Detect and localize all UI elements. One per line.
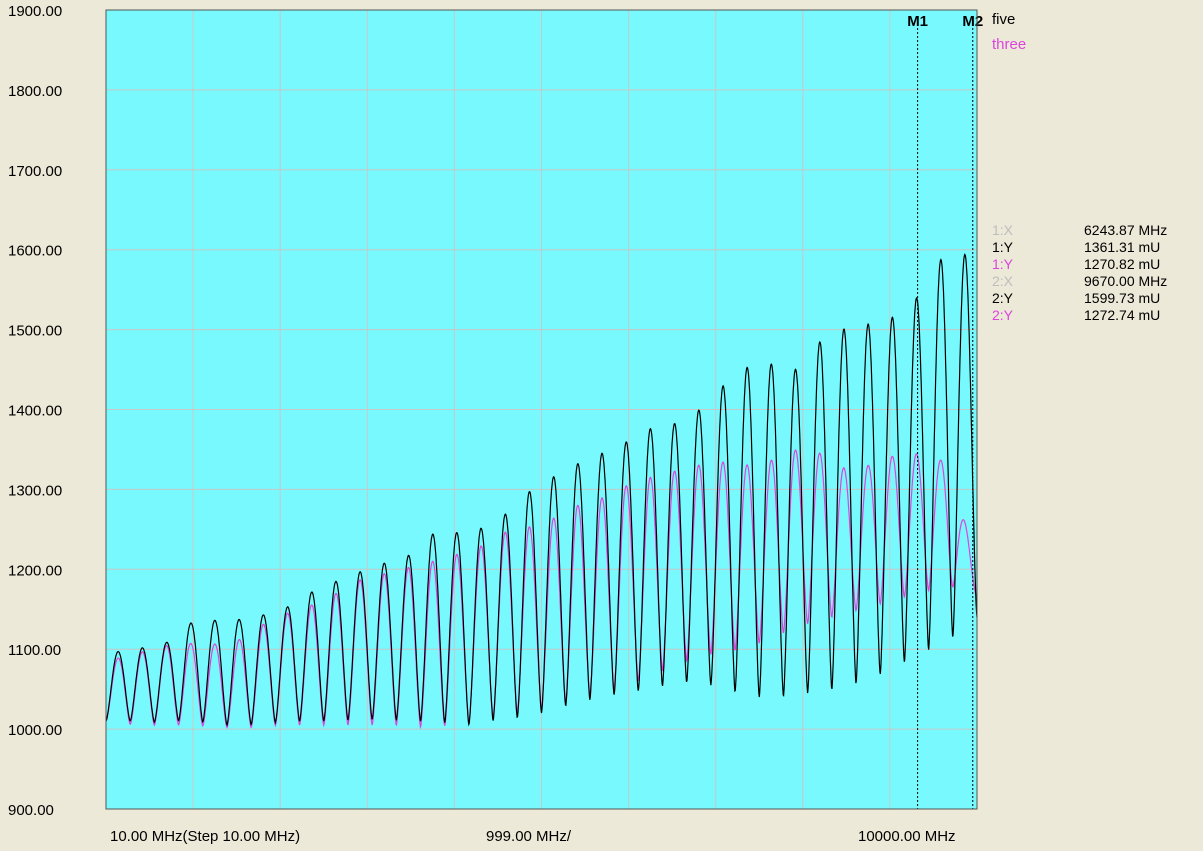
y-tick-label: 1700.00 [8,163,62,180]
readout-value: 9670.00 MHz [1084,273,1167,289]
y-tick-label: 1400.00 [8,403,62,420]
y-tick-label: 1500.00 [8,323,62,340]
y-tick-label: 1100.00 [8,642,61,659]
legend: five three [992,11,1026,53]
markers[interactable]: M1 M2 [907,13,983,809]
readout-value: 1272.74 mU [1084,307,1160,323]
readout-key: 1:Y [992,239,1014,255]
readout-value: 1361.31 mU [1084,239,1160,255]
readout-value: 1270.82 mU [1084,256,1160,272]
series-five-line [105,253,978,727]
y-tick-label: 1000.00 [8,722,62,739]
legend-five: five [992,11,1015,28]
plot-border [105,9,978,810]
y-tick-label: 1800.00 [8,83,62,100]
readout-key: 2:Y [992,307,1014,323]
readout-value: 1599.73 mU [1084,290,1160,306]
readout-value: 6243.87 MHz [1084,222,1167,238]
marker-m1-label[interactable]: M1 [907,13,928,30]
readout-key: 1:X [992,222,1014,238]
readout-key: 2:Y [992,290,1014,306]
marker-readouts: 1:X 6243.87 MHz 1:Y 1361.31 mU 1:Y 1270.82 mU… [992,222,1167,323]
series-layer [105,253,978,730]
y-tick-label: 1900.00 [8,3,62,20]
x-label-end: 10000.00 MHz [858,828,956,845]
y-axis-ticks: 1900.00 1800.00 1700.00 1600.00 1500.00 1400.… [8,3,62,819]
y-tick-label: 1600.00 [8,243,62,260]
x-label-middle: 999.00 MHz/ [486,828,572,845]
x-label-start: 10.00 MHz(Step 10.00 MHz) [110,828,300,845]
readout-key: 2:X [992,273,1014,289]
marker-m2-label[interactable]: M2 [962,13,983,30]
grid [106,10,977,809]
y-tick-label: 1200.00 [8,562,62,579]
readout-key: 1:Y [992,256,1014,272]
x-axis-labels: 10.00 MHz(Step 10.00 MHz) 999.00 MHz/ 10… [110,828,956,845]
y-tick-label: 900.00 [8,802,54,819]
legend-three: three [992,36,1026,53]
y-tick-label: 1300.00 [8,482,62,499]
